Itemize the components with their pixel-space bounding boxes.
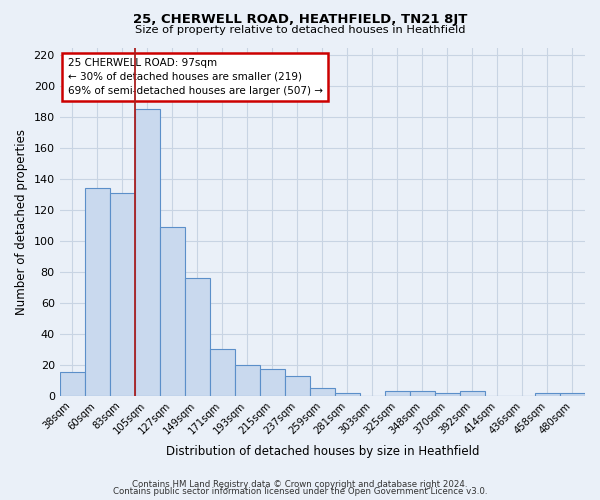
Bar — [335, 392, 360, 396]
Bar — [210, 350, 235, 396]
Bar — [385, 391, 410, 396]
Bar — [410, 391, 435, 396]
Bar — [85, 188, 110, 396]
Bar — [59, 372, 85, 396]
Bar — [235, 364, 260, 396]
Bar — [535, 392, 560, 396]
Bar — [185, 278, 210, 396]
Bar — [435, 392, 460, 396]
Text: 25, CHERWELL ROAD, HEATHFIELD, TN21 8JT: 25, CHERWELL ROAD, HEATHFIELD, TN21 8JT — [133, 12, 467, 26]
Bar — [460, 391, 485, 396]
Bar — [110, 193, 135, 396]
Bar — [260, 370, 285, 396]
Text: Size of property relative to detached houses in Heathfield: Size of property relative to detached ho… — [135, 25, 465, 35]
Bar — [135, 110, 160, 396]
Y-axis label: Number of detached properties: Number of detached properties — [15, 128, 28, 314]
Text: Contains public sector information licensed under the Open Government Licence v3: Contains public sector information licen… — [113, 488, 487, 496]
Bar — [560, 392, 585, 396]
Text: Contains HM Land Registry data © Crown copyright and database right 2024.: Contains HM Land Registry data © Crown c… — [132, 480, 468, 489]
X-axis label: Distribution of detached houses by size in Heathfield: Distribution of detached houses by size … — [166, 444, 479, 458]
Bar — [160, 227, 185, 396]
Bar — [310, 388, 335, 396]
Bar — [285, 376, 310, 396]
Text: 25 CHERWELL ROAD: 97sqm
← 30% of detached houses are smaller (219)
69% of semi-d: 25 CHERWELL ROAD: 97sqm ← 30% of detache… — [68, 58, 323, 96]
